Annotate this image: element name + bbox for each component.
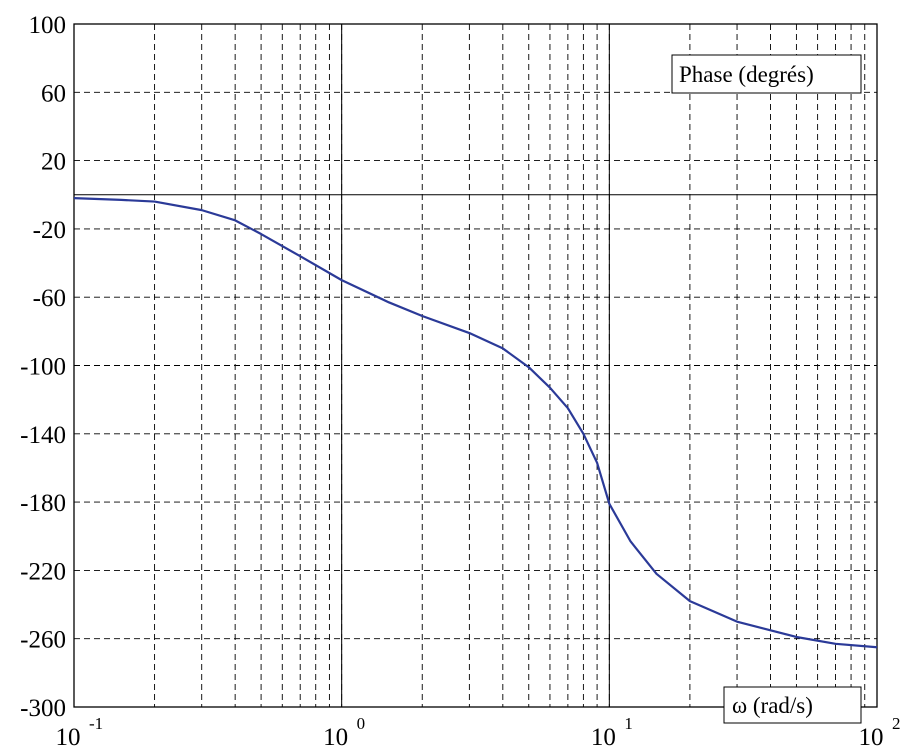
x-tick-exponent: -1 — [89, 714, 103, 733]
y-tick-label: -300 — [20, 695, 66, 722]
ylabel-box: Phase (degrés) — [679, 62, 814, 87]
x-tick-base: 10 — [591, 724, 616, 751]
x-tick-label: 10 1 — [591, 714, 633, 751]
xlabel-box: ω (rad/s) — [732, 693, 813, 718]
y-tick-label: -140 — [20, 422, 66, 449]
y-tick-label: -100 — [20, 354, 66, 381]
x-tick-base: 10 — [859, 724, 884, 751]
x-tick-label: 10 -1 — [56, 714, 104, 751]
x-tick-exponent: 1 — [624, 714, 633, 733]
reference-lines — [74, 24, 877, 707]
series-line — [73, 197, 878, 649]
x-tick-label: 10 0 — [323, 714, 365, 751]
y-tick-label: -20 — [33, 217, 66, 244]
plot-frame — [73, 23, 878, 708]
y-tick-label: -60 — [33, 285, 66, 312]
x-tick-base: 10 — [323, 724, 348, 751]
y-tick-label: 100 — [29, 12, 67, 39]
x-tick-label: 10 2 — [859, 714, 901, 751]
xlabel-box-frame — [723, 686, 862, 724]
x-tick-exponent: 2 — [892, 714, 901, 733]
x-axis-ticks: 10 -1 10 0 10 1 10 2 — [56, 714, 901, 751]
grid-lines — [74, 24, 877, 707]
y-axis-ticks: 100 60 20 -20 -60 -100 -140 -180 -220 -260 -300 — [20, 12, 66, 722]
x-tick-base: 10 — [56, 724, 81, 751]
series-layer — [73, 197, 878, 649]
y-tick-label: 60 — [41, 80, 66, 107]
y-tick-label: -260 — [20, 627, 66, 654]
x-tick-exponent: 0 — [357, 714, 366, 733]
y-tick-label: -180 — [20, 490, 66, 517]
y-tick-label: -220 — [20, 558, 66, 585]
y-tick-label: 20 — [41, 149, 66, 176]
ylabel-box-frame — [671, 54, 862, 94]
